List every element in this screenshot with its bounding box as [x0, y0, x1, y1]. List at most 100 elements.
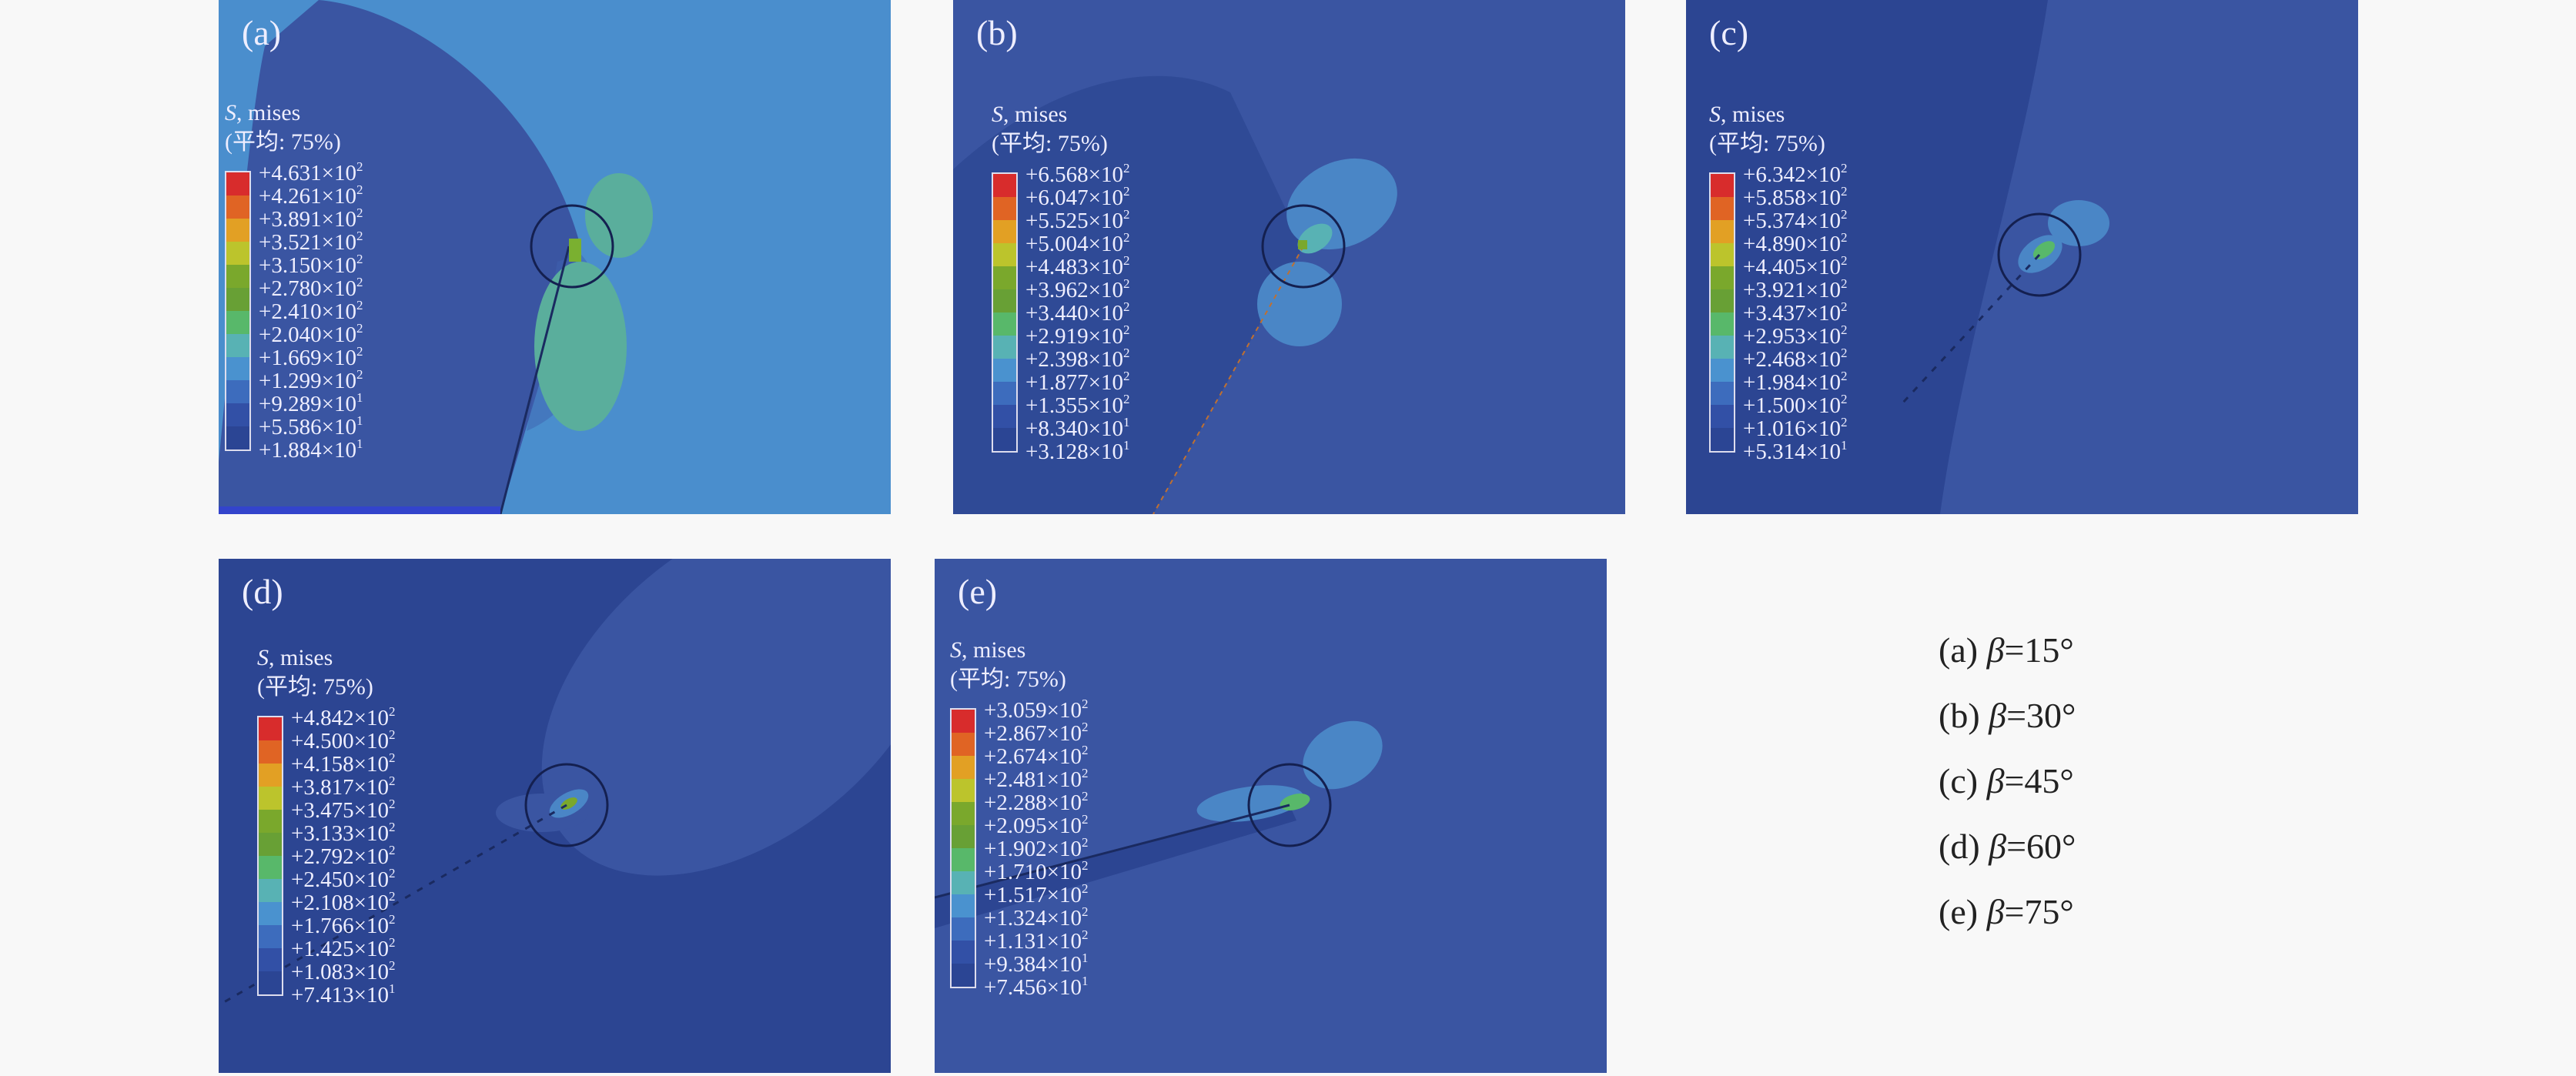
color-band — [993, 405, 1016, 428]
legend-subtitle: (平均: 75%) — [992, 131, 1108, 156]
legend-value: +4.261×102 — [259, 182, 363, 209]
caption-symbol: β — [1986, 761, 2005, 800]
color-band — [993, 382, 1016, 405]
stress-contour-field — [953, 0, 1625, 514]
caption-label: (a) — [1939, 630, 1979, 670]
color-bar — [950, 708, 976, 988]
caption-symbol: β — [1986, 892, 2005, 931]
legend-value: +2.108×102 — [291, 889, 396, 915]
legend-value: +1.902×102 — [984, 835, 1089, 861]
legend-value: +3.128×101 — [1025, 438, 1130, 464]
caption-symbol: β — [1989, 827, 2007, 866]
legend-subtitle: (平均: 75%) — [950, 667, 1066, 692]
color-bar — [257, 716, 283, 996]
legend-value: +3.437×102 — [1743, 299, 1848, 326]
panel-label: (b) — [976, 13, 1018, 52]
color-band — [993, 266, 1016, 289]
caption-value: =45° — [2004, 761, 2074, 800]
color-band — [226, 403, 249, 426]
color-band — [226, 334, 249, 357]
color-band — [259, 717, 282, 740]
legend-value: +1.500×102 — [1743, 392, 1848, 418]
legend-title: S, mises — [1709, 102, 1785, 127]
legend-value: +1.131×102 — [984, 927, 1089, 954]
color-band — [1711, 266, 1734, 289]
legend-value: +2.953×102 — [1743, 322, 1848, 349]
caption-value: =30° — [2006, 696, 2076, 735]
legend-value: +2.919×102 — [1025, 322, 1130, 349]
color-bar — [225, 171, 251, 451]
legend-value: +6.568×102 — [1025, 161, 1130, 187]
color-band — [952, 779, 975, 802]
legend-value: +4.631×102 — [259, 159, 363, 185]
legend-value: +3.150×102 — [259, 252, 363, 278]
panel-d: (d) S, mises (平均: 75%) +4.842×102 +4.500×10… — [219, 559, 891, 1073]
color-bar — [992, 172, 1018, 453]
legend-value: +3.521×102 — [259, 229, 363, 255]
legend-value: +1.425×102 — [291, 935, 396, 961]
panel-label: (c) — [1709, 13, 1749, 52]
color-band — [952, 710, 975, 733]
color-band — [952, 733, 975, 756]
panel-b: (b) S, mises (平均: 75%) +6.568×102 +6.047×10… — [953, 0, 1625, 514]
color-band — [259, 879, 282, 902]
color-band — [1711, 312, 1734, 336]
color-band — [952, 802, 975, 825]
stress-contour-field — [219, 559, 891, 1073]
panel-label: (a) — [242, 13, 282, 52]
legend-value: +1.766×102 — [291, 912, 396, 938]
color-band — [993, 243, 1016, 266]
stress-contour-field — [219, 0, 891, 514]
panel-label: (d) — [242, 572, 283, 611]
crack-tip-circle — [1997, 212, 2082, 297]
panel-e: (e) S, mises (平均: 75%) +3.059×102 +2.867×10… — [935, 559, 1607, 1073]
legend-value: +2.288×102 — [984, 789, 1089, 815]
color-band — [993, 197, 1016, 220]
color-legend: S, mises (平均: 75%) +6.568×102 +6.047×102 +5… — [992, 100, 1129, 463]
legend-value: +5.314×101 — [1743, 438, 1848, 464]
caption-label: (d) — [1939, 827, 1980, 866]
caption-e: (e) β=75° — [1939, 889, 2076, 954]
legend-subtitle: (平均: 75%) — [257, 674, 373, 700]
legend-value: +3.059×102 — [984, 697, 1089, 723]
color-band — [1711, 382, 1734, 405]
color-band — [1711, 197, 1734, 220]
legend-value: +6.342×102 — [1743, 161, 1848, 187]
stress-contour-field — [935, 559, 1607, 1073]
color-band — [952, 917, 975, 941]
legend-value: +3.440×102 — [1025, 299, 1130, 326]
legend-value: +1.877×102 — [1025, 369, 1130, 395]
legend-value: +1.710×102 — [984, 858, 1089, 884]
color-band — [226, 357, 249, 380]
legend-value: +3.891×102 — [259, 206, 363, 232]
caption-value: =75° — [2004, 892, 2074, 931]
legend-value: +5.525×102 — [1025, 207, 1130, 233]
legend-subtitle: (平均: 75%) — [1709, 131, 1825, 156]
color-band — [952, 848, 975, 871]
color-band — [259, 787, 282, 810]
legend-value: +3.133×102 — [291, 820, 396, 846]
color-band — [259, 764, 282, 787]
legend-value: +9.384×101 — [984, 951, 1089, 977]
color-band — [1711, 220, 1734, 243]
legend-title: S, mises — [992, 102, 1068, 127]
color-band — [1711, 336, 1734, 359]
color-band — [226, 380, 249, 403]
legend-value: +3.817×102 — [291, 774, 396, 800]
color-band — [1711, 405, 1734, 428]
color-band — [952, 941, 975, 964]
legend-value: +1.016×102 — [1743, 415, 1848, 441]
color-band — [226, 195, 249, 219]
color-band — [259, 856, 282, 879]
color-legend: S, mises (平均: 75%) +6.342×102 +5.858×102 +5… — [1709, 100, 1847, 463]
angle-captions: (a) β=15° (b) β=30° (c) β=45° (d) β=60° … — [1939, 627, 2076, 954]
caption-symbol: β — [1989, 696, 2007, 735]
legend-value: +4.500×102 — [291, 727, 396, 754]
legend-value: +3.475×102 — [291, 797, 396, 823]
legend-value: +2.450×102 — [291, 866, 396, 892]
legend-value: +2.674×102 — [984, 743, 1089, 769]
color-band — [993, 359, 1016, 382]
color-band — [226, 311, 249, 334]
color-band — [1711, 174, 1734, 197]
color-band — [952, 871, 975, 894]
